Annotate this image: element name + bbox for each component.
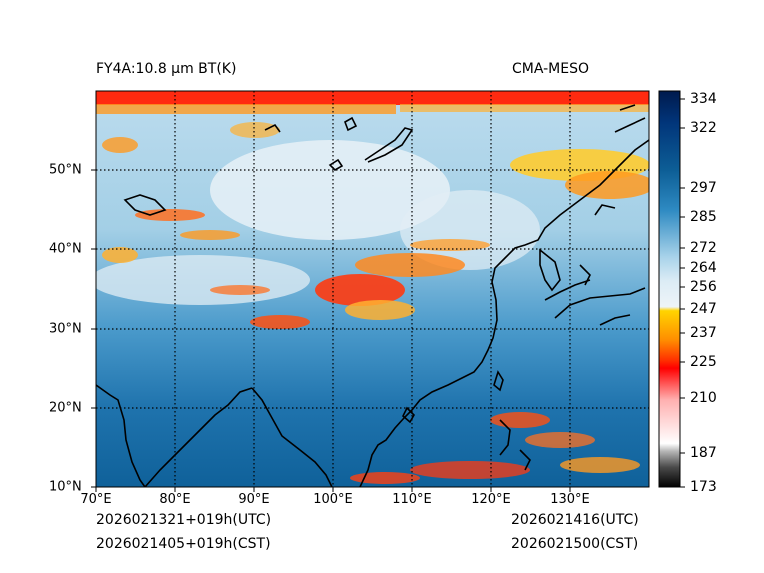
lon-tick-label: 90°E [238,492,270,507]
colorbar-tick-label: 334 [690,91,717,107]
colorbar-tick-label: 264 [690,260,717,276]
lon-tick-label: 70°E [80,492,112,507]
colorbar-tick-label: 173 [690,479,717,495]
colorbar-tick-label: 285 [690,209,717,225]
colorbar-tick-label: 210 [690,390,717,406]
lat-tick-label: 40°N [49,241,82,257]
gridlines [96,91,649,487]
init-time-cst: 2026021405+019h(CST) [96,536,271,552]
lon-tick-label: 110°E [392,492,432,507]
colorbar-tick-label: 322 [690,120,717,136]
colorbar-tick-label: 225 [690,354,717,370]
model-name: CMA-MESO [512,61,590,77]
colorbar-tick-label: 256 [690,279,717,295]
colorbar-tick-label: 272 [690,240,717,256]
lon-tick-label: 130°E [550,492,590,507]
init-time-utc: 2026021321+019h(UTC) [96,512,272,528]
colorbar-tick-label: 237 [690,325,717,341]
map-title: FY4A:10.8 µm BT(K) [96,61,237,77]
map-frame [95,90,650,488]
satellite-image [96,91,649,487]
lon-tick-label: 100°E [313,492,353,507]
colorbar-tick-label: 187 [690,445,717,461]
lat-tick-label: 10°N [49,479,82,495]
coastlines [96,104,649,487]
valid-time-cst: 2026021500(CST) [511,536,639,552]
lat-tick-label: 50°N [49,162,82,178]
lon-tick-label: 120°E [471,492,511,507]
axis-ticks [91,169,571,492]
lat-tick-label: 30°N [49,321,82,337]
valid-time-utc: 2026021416(UTC) [511,512,639,528]
colorbar-ticks [680,98,685,488]
lat-tick-label: 20°N [49,400,82,416]
colorbar-tick-label: 297 [690,180,717,196]
colorbar [658,90,681,488]
lon-tick-label: 80°E [159,492,191,507]
colorbar-tick-label: 247 [690,301,717,317]
